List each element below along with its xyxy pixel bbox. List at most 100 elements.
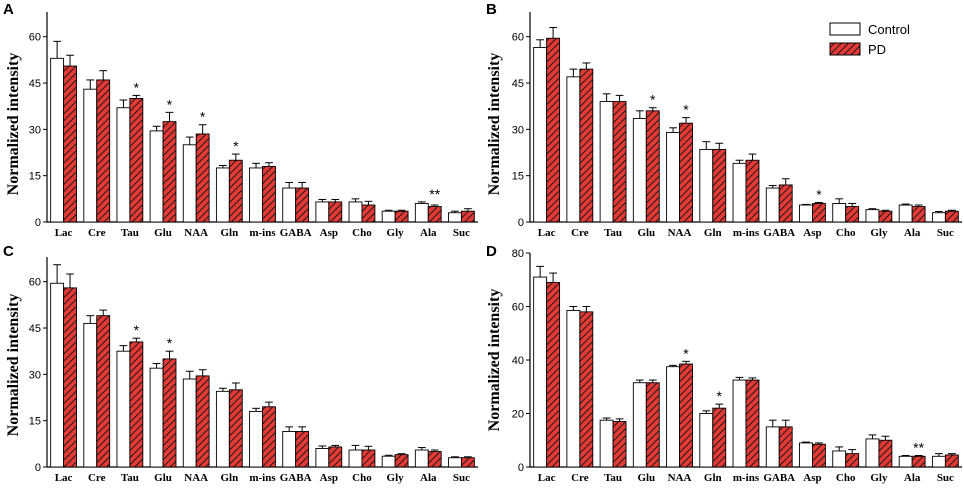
bar-pd [96,79,111,223]
bar-control [599,419,614,468]
bar-pd [361,449,376,468]
bar-pd [394,210,409,223]
bar-control [533,47,548,223]
bar-control [83,322,98,468]
panel-c: C Normalized intensity 0 15 30 45 60 Lac Cre Ta… [3,243,478,484]
y-tick-label: 0 [518,217,524,229]
x-tick-label: Gly [387,472,405,484]
x-tick-label: Gln [704,227,722,239]
bar-pd [878,439,893,468]
panel-letter: A [3,1,14,18]
bar-control [381,210,396,223]
x-tick-label: Suc [937,227,954,239]
significance-marker: ** [913,439,924,455]
bar-control [799,204,813,223]
x-tick-label: Lac [538,227,556,239]
bar-control [898,204,913,223]
bar-control [931,212,946,223]
bar-pd [546,37,561,223]
x-tick-label: Gly [870,472,888,484]
bar-pd [427,451,442,468]
bar-pd [129,98,144,223]
x-tick-label: Ala [420,227,437,239]
bar-control [765,426,780,468]
x-tick-label: Tau [604,227,622,239]
bar-control [699,413,714,468]
bar-control [898,455,913,468]
bar-control [732,379,747,468]
significance-marker: * [683,102,689,118]
x-tick-label: Suc [453,472,470,484]
x-tick-label: Cho [836,227,856,239]
bar-pd [712,407,727,468]
bar-pd [228,159,243,223]
y-tick-label: 60 [29,277,41,289]
y-axis-label: Normalized intensity [5,53,22,196]
bar-pd [612,101,627,223]
bar-pd [679,122,693,223]
x-tick-label: NAA [668,227,692,239]
x-tick-label: Suc [937,472,954,484]
bar-pd [911,206,926,223]
significance-marker: * [134,79,140,95]
bar-pd [460,457,475,468]
bar-pd [944,210,959,223]
bar-control [414,203,429,223]
y-tick-label: 20 [512,409,524,421]
y-axis-label: Normalized intensity [486,53,503,196]
bar-pd [645,110,660,223]
panel-d: D Normalized intensity 0 20 40 60 80 Lac Cre Ta… [486,243,962,484]
x-tick-label: NAA [184,227,208,239]
x-tick-label: m-ins [733,472,760,484]
bar-control [566,310,581,468]
x-tick-label: NAA [184,472,208,484]
bar-control [116,107,131,223]
bar-pd [361,204,376,223]
significance-marker: * [167,96,173,112]
bar-control [315,448,330,468]
bar-pd [63,65,77,223]
y-tick-label: 60 [29,32,41,44]
x-tick-label: Ala [420,472,437,484]
x-tick-label: Cho [352,227,372,239]
bar-pd [262,165,276,223]
y-axis-label: Normalized intensity [486,289,503,432]
bar-control [732,162,747,223]
significance-marker: * [650,92,656,108]
bar-control [215,167,230,223]
bar-control [182,144,197,223]
y-tick-label: 30 [512,124,524,136]
bar-pd [295,431,310,468]
bar-control [448,212,462,223]
bar-control [215,390,230,468]
x-tick-label: Gly [387,227,405,239]
plot-area: 0 20 40 60 80 Lac Cre Tau Glu NAA Gln m-ins GABA Asp C… [512,248,962,484]
bar-control [414,449,429,468]
bar-pd [129,341,144,468]
bar-pd [262,406,276,468]
x-tick-label: m-ins [733,227,760,239]
y-tick-label: 15 [512,171,524,183]
y-axis-label: Normalized intensity [5,294,22,437]
x-tick-label: Tau [604,472,622,484]
bar-control [448,457,462,468]
bar-pd [63,287,77,468]
bar-pd [328,446,343,468]
bar-control [348,449,363,468]
bar-control [533,276,548,468]
x-tick-label: Cho [836,472,856,484]
bar-pd [328,201,343,223]
bar-pd [845,453,860,468]
significance-marker: * [816,187,822,203]
x-tick-label: m-ins [249,227,276,239]
x-tick-label: Tau [121,227,139,239]
y-tick-label: 60 [512,302,524,314]
y-tick-label: 45 [512,78,524,90]
bar-pd [778,426,793,468]
legend-swatch-control [829,22,861,36]
bar-pd [579,68,594,223]
x-tick-label: Cre [88,472,106,484]
x-tick-label: Cho [352,472,372,484]
